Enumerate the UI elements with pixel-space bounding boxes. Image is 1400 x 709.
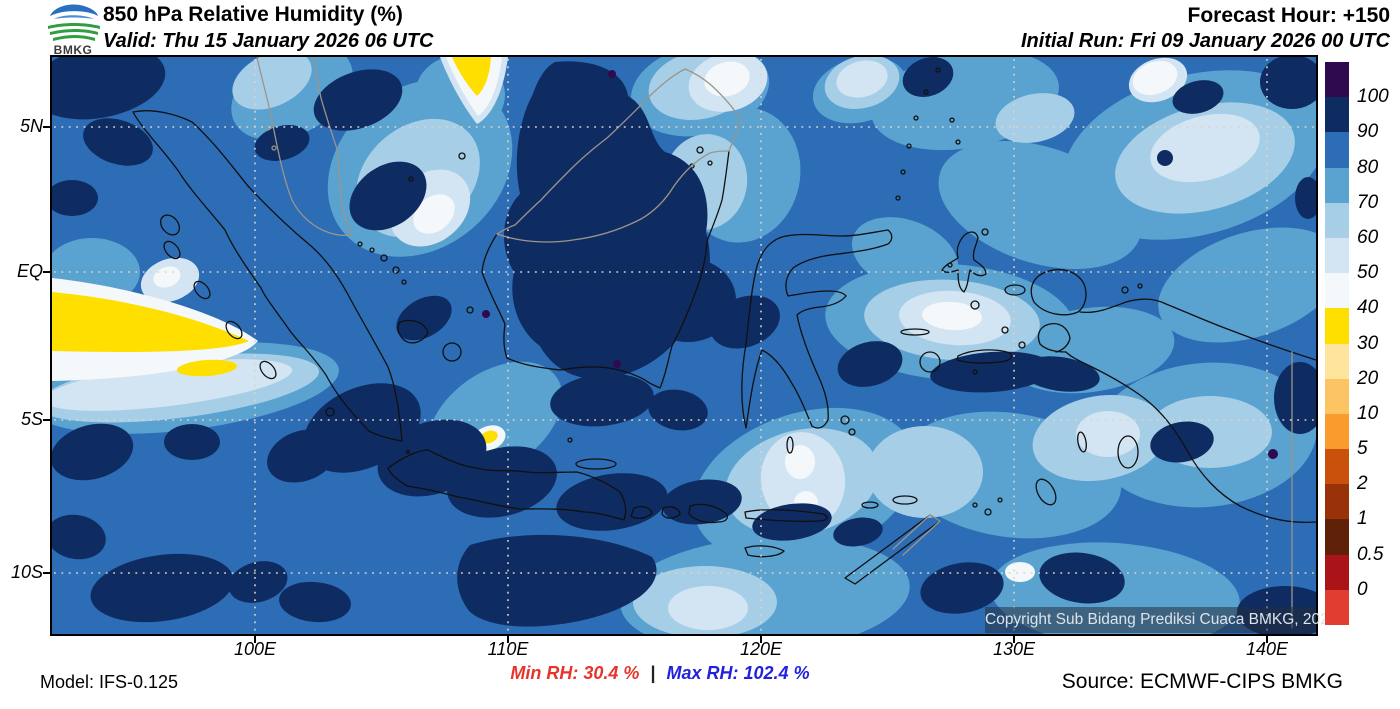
- colorbar-label: 50: [1357, 262, 1379, 284]
- source-label: Source: ECMWF-CIPS BMKG: [1061, 670, 1343, 693]
- lat-tick: [43, 126, 52, 128]
- colorbar-segment: [1325, 202, 1349, 238]
- colorbar-label: 30: [1357, 332, 1379, 354]
- colorbar-label: 90: [1357, 121, 1379, 143]
- colorbar-segment: [1325, 554, 1349, 590]
- rh-legend: 100 90 80 70 60 50 40 30 20 10 5 2 1 0.5 0: [1325, 62, 1400, 628]
- colorbar-label: 80: [1357, 156, 1379, 178]
- lon-label: 100E: [233, 639, 277, 659]
- lon-label: 110E: [487, 639, 529, 659]
- colorbar-label: 20: [1357, 367, 1379, 389]
- bmkg-logo: BMKG: [44, 2, 102, 57]
- rh-map-canvas: [52, 57, 1316, 634]
- colorbar-label: 2: [1357, 473, 1368, 495]
- colorbar-label: 0: [1357, 578, 1368, 600]
- colorbar-label: 60: [1357, 226, 1379, 248]
- forecast-hour-label: Forecast Hour: +150: [1187, 4, 1391, 27]
- colorbar-label: 10: [1357, 402, 1379, 424]
- lon-tick: [507, 634, 509, 643]
- lat-label: 10S: [10, 562, 43, 582]
- graticule: [54, 59, 1314, 632]
- colorbar-label: 100: [1357, 86, 1389, 108]
- colorbar-segment: [1325, 413, 1349, 450]
- valid-time-label: Valid: Thu 15 January 2026 06 UTC: [103, 30, 434, 52]
- lat-tick: [43, 572, 52, 574]
- colorbar-segment: [1325, 237, 1349, 274]
- model-label: Model: IFS-0.125: [40, 672, 179, 692]
- lon-label: 140E: [1245, 639, 1289, 659]
- min-rh-value: Min RH: 30.4 %: [510, 663, 640, 683]
- colorbar-segment: [1325, 343, 1349, 379]
- colorbar-segment: [1325, 132, 1349, 168]
- colorbar-label: 5: [1357, 438, 1368, 460]
- colorbar-segment: [1325, 273, 1349, 309]
- lat-label: EQ: [16, 261, 43, 281]
- colorbar-segment: [1325, 589, 1349, 625]
- coastlines-indonesia: [132, 67, 1316, 585]
- colorbar-segment: [1325, 484, 1349, 520]
- forecast-map: [50, 55, 1318, 636]
- colorbar-label: 40: [1357, 297, 1379, 319]
- minmax-line: Min RH: 30.4 % | Max RH: 102.4 %: [380, 663, 940, 684]
- colorbar: [1325, 62, 1349, 625]
- rh-band-50-60: [52, 57, 1260, 630]
- colorbar-segment: [1325, 62, 1349, 98]
- initial-run-label: Initial Run: Fri 09 January 2026 00 UTC: [1020, 30, 1390, 52]
- colorbar-segment: [1325, 167, 1349, 203]
- lat-tick: [43, 419, 52, 421]
- bmkg-logo-text: BMKG: [53, 43, 93, 57]
- colorbar-label: 1: [1357, 508, 1368, 530]
- lon-tick: [254, 634, 256, 643]
- copyright-note: Copyright Sub Bidang Prediksi Cuaca BMKG…: [985, 607, 1337, 633]
- lat-label: 5N: [19, 116, 43, 136]
- lon-tick: [1266, 634, 1268, 643]
- coastlines-foreign: [256, 57, 1293, 629]
- lon-label: 120E: [739, 639, 783, 659]
- bmkg-logo-graphic: [48, 4, 100, 41]
- lon-tick: [1013, 634, 1015, 643]
- page-title: 850 hPa Relative Humidity (%): [103, 3, 403, 26]
- colorbar-segment: [1325, 308, 1349, 344]
- colorbar-segment: [1325, 97, 1349, 133]
- colorbar-segment: [1325, 519, 1349, 555]
- minmax-separator: |: [650, 663, 656, 683]
- rh-band-30-40: [52, 57, 498, 444]
- max-rh-value: Max RH: 102.4 %: [666, 663, 810, 683]
- colorbar-label: 70: [1357, 191, 1379, 213]
- lat-tick: [43, 271, 52, 273]
- lat-label: 5S: [20, 409, 43, 429]
- rh-band-over-100: [482, 70, 1278, 459]
- lon-label: 130E: [992, 639, 1036, 659]
- colorbar-segment: [1325, 378, 1349, 414]
- colorbar-segment: [1325, 449, 1349, 485]
- lon-tick: [760, 634, 762, 643]
- colorbar-label: 0.5: [1357, 543, 1384, 565]
